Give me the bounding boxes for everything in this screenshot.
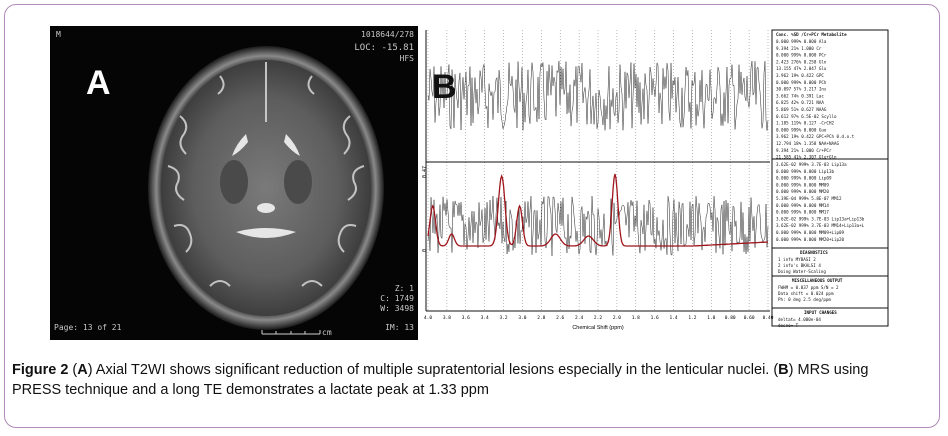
x-tick-label: 2.6 — [556, 315, 564, 321]
mri-page-indicator: Page: 13 of 21 — [54, 323, 122, 332]
metabolite-row: 0.000 999% 0.000 MM17 — [776, 210, 829, 215]
x-tick-label: 2.8 — [537, 315, 545, 321]
metabolite-row: 0.000 999% 0.000 PCh — [776, 80, 827, 85]
metabolite-row: 6.825 42% 0.721 NAA — [776, 100, 824, 105]
caption-text-b: ) MRS using PRESS technique and a long T… — [12, 362, 869, 398]
misc-row: Data shift = 0.024 ppm — [778, 291, 834, 296]
metabolite-row: 3.62E-02 999% 3.7E-03 Lip13a — [776, 162, 847, 167]
mri-orientation-label: M — [56, 30, 61, 39]
metabolite-row: 0.000 999% 0.000 MM14 — [776, 203, 829, 208]
mri-window-center: C: 1749 — [380, 294, 414, 303]
metabolite-row: 0.000 999% 0.000 MM09+Lip09 — [776, 230, 845, 235]
diagnostics-row: Doing Water-Scaling — [778, 269, 826, 274]
mri-position: HFS — [399, 54, 414, 63]
misc-row: Ph: 0 deg 2.5 deg/ppm — [778, 297, 831, 302]
x-tick-label: 3.4 — [481, 315, 489, 321]
x-tick-label: 2.2 — [594, 315, 602, 321]
figure-label: Figure 2 — [12, 362, 69, 378]
x-tick-label: 3.2 — [499, 315, 507, 321]
input-row: dosno= T — [778, 323, 799, 328]
mri-window-width: W: 3498 — [380, 304, 414, 313]
x-tick-label: 3.0 — [518, 315, 526, 321]
metabolite-row: 2.423 276% 0.258 Gln — [776, 59, 827, 64]
metabolite-row: 0.000 999% 0.000 Guo — [776, 127, 827, 132]
metabolite-row: 0.000 999% 0.000 Ala — [776, 39, 827, 44]
metabolite-row: 0.000 999% 0.000 MM09 — [776, 182, 829, 187]
x-tick-label: 0.60 — [744, 315, 755, 321]
x-tick-label: 2.4 — [575, 315, 583, 321]
metabolite-row: 0.612 97% 6.5E-02 Scyllo — [776, 114, 837, 119]
mri-panel: M 1018644/278 LOC: -15.81 HFS Z: 1 C: 17… — [50, 26, 418, 340]
caption-open-a: ( — [68, 362, 78, 378]
metabolite-row: 9.394 21% 1.000 Cr — [776, 46, 822, 51]
residual-trace — [427, 60, 769, 131]
metabolite-row: 0.000 999% 0.000 Lip09 — [776, 176, 832, 181]
mri-zoom: Z: 1 — [394, 284, 414, 293]
y-tick-lower: 0 — [422, 249, 428, 252]
mri-location: LOC: -15.81 — [354, 43, 414, 53]
x-tick-label: 3.6 — [462, 315, 470, 321]
mrs-panel: 4.0 3.8 3.6 3.4 3.2 3.0 2.8 2.6 2.4 2.2 2.0 1.8 1.6 1… — [420, 26, 892, 340]
y-tick-upper: 0.47 — [422, 166, 428, 178]
x-tick-label: 1.2 — [688, 315, 696, 321]
metabolite-row: 3.62E-02 999% 3.7E-03 Lip13a+Lip13b — [776, 216, 865, 221]
x-tick-label: 0.80 — [725, 315, 736, 321]
metabolite-row: 30.097 57% 3.217 Ins — [776, 87, 827, 92]
x-tick-label: 4.0 — [424, 315, 432, 321]
panel-a-label: A — [86, 64, 111, 102]
x-tick-label: 3.8 — [443, 315, 451, 321]
brain-image — [148, 46, 384, 335]
metabolite-row: 3.662 74% 0.391 Lac — [776, 93, 824, 98]
fitted-curve — [427, 173, 769, 247]
panel-b-label: B — [432, 68, 457, 106]
diagnostics-row: 1 info MYBASI 2 — [778, 257, 816, 262]
spectrum-trace — [427, 195, 769, 256]
diagnostics-row: 2 info's BKALSI 4 — [778, 263, 821, 268]
misc-row: FWHM = 0.037 ppm S/N = 2 — [778, 285, 839, 290]
metabolite-row: 9.394 21% 1.000 Cr+PCr — [776, 148, 832, 153]
metabolite-row: 5.869 51% 0.627 NAAG — [776, 107, 827, 112]
metabolite-row: 0.000 999% 0.000 Lip13b — [776, 169, 834, 174]
table-header: Conc. %SD /Cr+PCr Metabolite — [776, 32, 847, 37]
metabolite-row: 5.39E-04 999% 5.8E-07 MM12 — [776, 196, 842, 201]
diagnostics-title: DIAGNOSTICS — [800, 250, 828, 255]
metabolite-row: 21.585 41% 2.307 Glu+Gln — [776, 155, 837, 160]
metabolite-row: 0.000 999% 0.000 PCr — [776, 53, 827, 58]
x-tick-label: 2.0 — [613, 315, 621, 321]
caption-text-a: ) Axial T2WI shows significant reduction… — [87, 362, 779, 378]
x-tick-label: 1.0 — [707, 315, 715, 321]
caption-b-label: B — [778, 362, 789, 378]
metabolite-row: 13.155 47% 2.047 Glu — [776, 66, 827, 71]
misc-title: MISCELLANEOUS OUTPUT — [792, 278, 843, 283]
input-row: deltat= 4.000e-04 — [778, 317, 821, 322]
input-title: INPUT CHANGES — [804, 310, 837, 315]
x-tick-label: 1.8 — [632, 315, 640, 321]
x-tick-label: 1.4 — [669, 315, 677, 321]
metabolite-row: 12.794 18% 1.358 NAA+NAAG — [776, 141, 840, 146]
x-tick-label: 1.6 — [651, 315, 659, 321]
metabolite-row: 0.000 999% 0.000 MM20+Lip20 — [776, 237, 845, 242]
metabolite-row: 3.62E-02 999% 3.7E-03 MM14+Lip13a+L — [776, 223, 865, 228]
mri-scale-unit: cm — [322, 328, 332, 337]
metabolite-row: 1.185 119% 0.127 -CrCH2 — [776, 121, 834, 126]
mrs-spectrum-plot: 4.0 3.8 3.6 3.4 3.2 3.0 2.8 2.6 2.4 2.2 2.0 1.8 1.6 1… — [422, 29, 889, 331]
metabolite-row: 3.962 19% 0.422 GPC+PCh 0.d.o.t — [776, 134, 855, 139]
x-tick-label: 0.40 — [763, 315, 774, 321]
mri-series-id: 1018644/278 — [361, 30, 414, 39]
figure-caption: Figure 2 (A) Axial T2WI shows significan… — [12, 360, 912, 400]
mri-image-number: IM: 13 — [385, 323, 414, 332]
caption-a-label: A — [77, 362, 88, 378]
metabolite-row: 0.000 999% 0.000 MM20 — [776, 189, 829, 194]
metabolite-row: 3.962 19% 0.422 GPC — [776, 73, 824, 78]
x-axis-title: Chemical Shift (ppm) — [572, 325, 624, 331]
